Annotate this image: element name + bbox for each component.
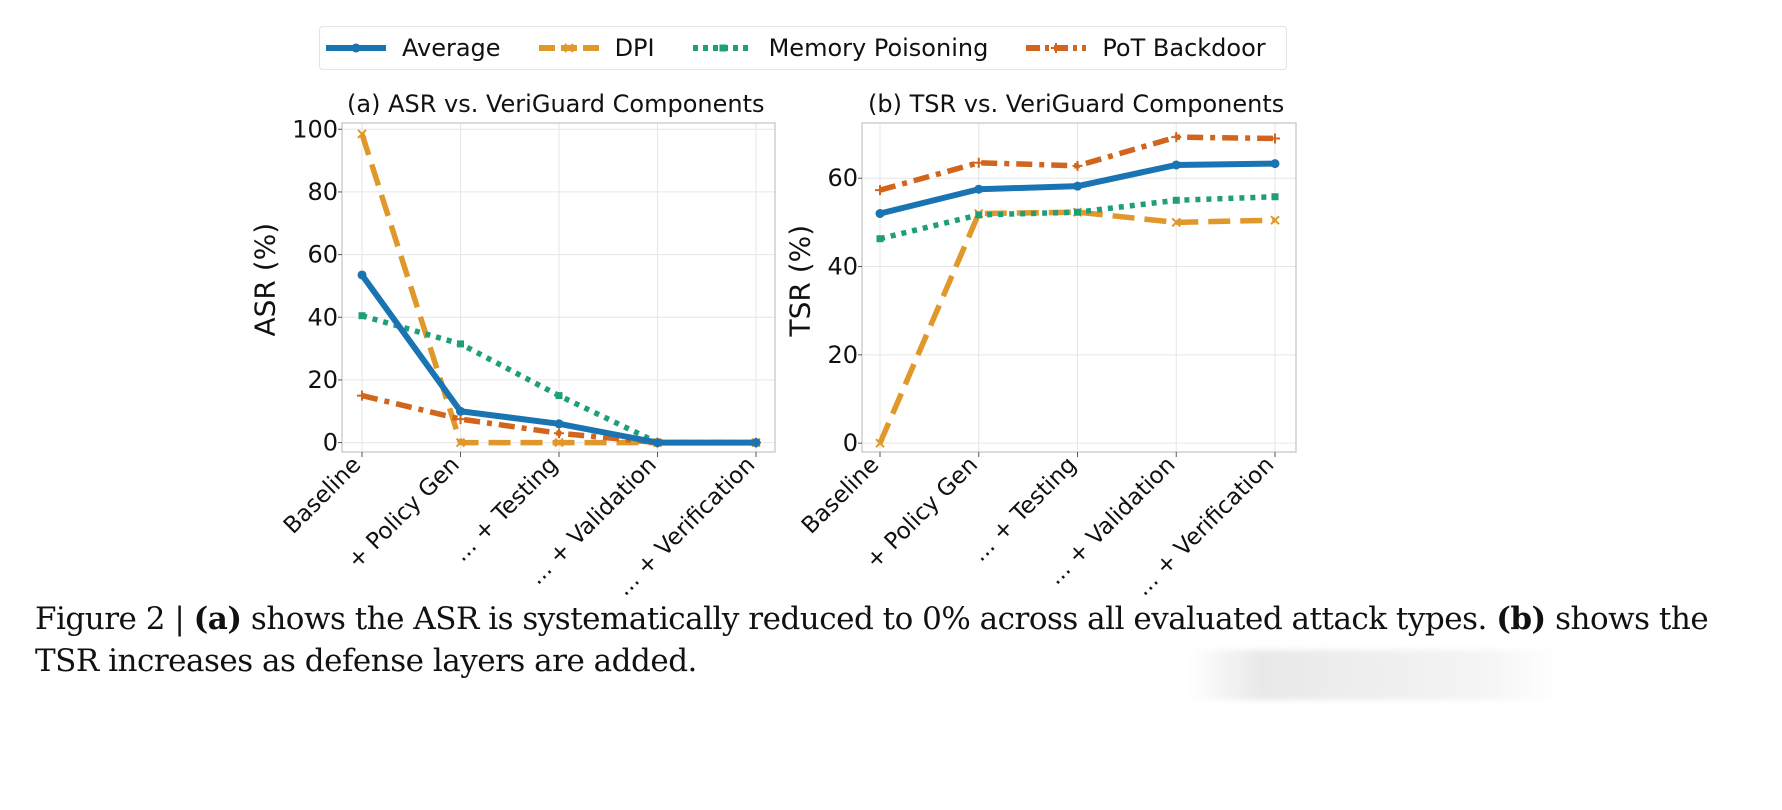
legend-item-pot-backdoor: PoT Backdoor	[1024, 34, 1266, 62]
panel-a-title: (a) ASR vs. VeriGuard Components	[347, 90, 765, 118]
data-point-memory-poisoning	[1271, 193, 1279, 201]
y-tick-label: 0	[323, 429, 338, 457]
legend-label: DPI	[614, 34, 655, 62]
data-point-dpi	[1171, 217, 1181, 228]
legend-marker-dpi	[563, 43, 574, 53]
data-point-pot-backdoor	[554, 428, 564, 439]
data-point-average	[456, 406, 465, 416]
data-point-average	[751, 438, 761, 448]
legend-swatch-pot-backdoor	[1026, 43, 1087, 53]
data-point-dpi	[357, 129, 367, 139]
y-tick-label: 100	[292, 115, 338, 143]
data-point-memory-poisoning	[1074, 208, 1081, 216]
legend-item-memory-poisoning: Memory Poisoning	[691, 34, 989, 62]
data-point-average	[1270, 159, 1280, 169]
series-average	[875, 159, 1280, 219]
watermark-blur	[1188, 650, 1558, 700]
data-point-average	[653, 438, 662, 448]
legend-marker-memory-poisoning	[719, 44, 727, 52]
data-point-memory-poisoning	[1172, 196, 1180, 204]
data-point-memory-poisoning	[457, 340, 464, 348]
data-point-pot-backdoor	[973, 157, 984, 168]
legend-swatch-dpi	[538, 43, 599, 53]
data-point-pot-backdoor	[1171, 132, 1182, 143]
y-tick-label: 60	[827, 164, 858, 192]
legend-label: Memory Poisoning	[768, 34, 989, 62]
data-point-pot-backdoor	[1072, 160, 1083, 171]
series-average	[357, 270, 761, 448]
panel-b-title: (b) TSR vs. VeriGuard Components	[868, 90, 1285, 118]
legend-item-average: Average	[324, 34, 501, 62]
series-pot-backdoor	[875, 132, 1280, 196]
legend-label: PoT Backdoor	[1102, 34, 1266, 62]
caption-a-label: (a)	[193, 601, 242, 637]
series-memory-poisoning	[876, 193, 1279, 243]
y-tick-label: 40	[307, 303, 338, 331]
caption-b-text: shows the TSR increases as defense layer…	[35, 601, 1709, 679]
data-point-average	[1073, 181, 1082, 191]
data-point-pot-backdoor	[1270, 133, 1280, 144]
legend-marker-average	[351, 43, 361, 53]
data-point-dpi	[1270, 215, 1280, 225]
data-point-pot-backdoor	[875, 185, 885, 196]
data-point-dpi	[455, 437, 466, 448]
y-tick-label: 20	[827, 341, 858, 369]
caption-a-text: shows the ASR is systematically reduced …	[241, 601, 1497, 637]
legend-marker-pot-backdoor	[1051, 43, 1062, 53]
data-point-average	[1171, 160, 1181, 170]
legend-item-dpi: DPI	[537, 34, 655, 62]
data-point-average	[554, 419, 564, 429]
y-tick-label: 80	[307, 178, 338, 206]
data-point-dpi	[875, 438, 885, 448]
data-point-dpi	[554, 437, 564, 448]
legend-swatch-memory-poisoning	[692, 44, 753, 52]
figure-caption: Figure 2 | (a) shows the ASR is systemat…	[35, 598, 1755, 682]
y-tick-label: 0	[843, 429, 858, 457]
data-point-pot-backdoor	[357, 390, 367, 401]
data-point-memory-poisoning	[876, 235, 884, 243]
caption-b-label: (b)	[1496, 601, 1546, 637]
plot-frame	[861, 122, 1297, 453]
caption-prefix: Figure 2 |	[35, 601, 194, 637]
data-point-memory-poisoning	[358, 312, 366, 320]
x-tick-label: Baseline	[797, 452, 884, 539]
data-point-average	[974, 184, 984, 194]
y-tick-label: 40	[827, 253, 858, 281]
y-tick-label: 60	[307, 241, 338, 269]
data-point-average	[357, 270, 367, 280]
series-line-dpi	[877, 209, 1276, 445]
data-point-memory-poisoning	[975, 211, 983, 219]
legend: Average DPI Memory Poisoning PoT Backdoor	[319, 26, 1287, 70]
legend-label: Average	[402, 34, 501, 62]
x-tick-label: Baseline	[279, 452, 366, 539]
legend-swatch-average	[326, 43, 386, 53]
data-point-memory-poisoning	[555, 392, 563, 400]
y-tick-label: 20	[307, 366, 338, 394]
data-point-average	[875, 209, 885, 219]
